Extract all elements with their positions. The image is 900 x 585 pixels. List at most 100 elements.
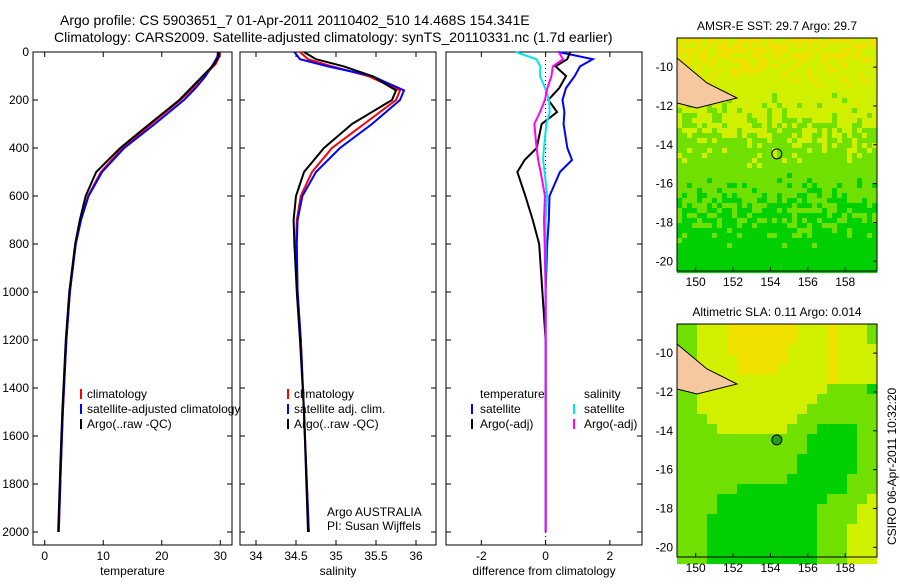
map-cell [697,73,702,78]
map-cell [727,193,732,198]
map-cell [692,213,697,218]
map-cell [777,93,782,98]
map-cell [777,98,782,103]
legend-label: satellite adj. clim. [294,402,385,416]
map-cell [697,163,702,168]
map-cell [742,98,747,103]
map-cell [807,58,812,63]
map-cell [867,534,877,544]
map-cell [782,263,787,268]
map-cell [817,43,822,48]
map-cell [782,48,787,53]
map-cell [727,424,737,434]
map-cell [857,524,867,534]
legend-label: climatology [294,387,354,401]
map-cell [752,233,757,238]
map-cell [722,253,727,258]
map-cell [707,108,712,113]
x-tick-label: 0 [41,549,48,563]
map-cell [777,238,782,243]
map-cell [787,208,792,213]
map-cell [712,43,717,48]
map-cell [722,108,727,113]
map-cell [837,218,842,223]
map-cell [822,123,827,128]
map-cell [697,494,707,504]
map-cell [712,253,717,258]
map-cell [797,203,802,208]
map-cell [797,228,802,233]
map-cell [712,198,717,203]
map-cell [762,243,767,248]
map-cell [757,218,762,223]
map-cell [787,424,797,434]
map-cell [707,128,712,133]
map-cell [767,108,772,113]
map-cell [807,404,817,414]
map-cell [812,198,817,203]
map-cell [692,68,697,73]
map-cell [737,108,742,113]
map-cell [862,78,867,83]
map-cell [732,98,737,103]
map-cell [797,83,802,88]
map-cell [812,208,817,213]
map-cell [842,103,847,108]
map-cell [837,253,842,258]
map-cell [847,218,852,223]
map-cell [752,58,757,63]
map-cell [677,108,682,113]
map-cell [767,148,772,153]
map-cell [707,238,712,243]
map-cell [717,484,727,494]
map-cell [717,133,722,138]
map-cell [747,354,757,364]
map-cell [867,334,877,344]
map-cell [802,128,807,133]
map-cell [792,153,797,158]
map-cell [797,183,802,188]
map-cell [797,464,807,474]
map-cell [727,464,737,474]
map-cell [792,38,797,43]
map-cell [742,63,747,68]
map-cell [777,243,782,248]
map-cell [697,193,702,198]
map-cell [777,118,782,123]
map-cell [847,128,852,133]
map-cell [852,258,857,263]
map-cell [827,183,832,188]
map-cell [792,73,797,78]
map-cell [712,118,717,123]
series-line-salinity-argo-adj- [533,51,565,532]
y-tick-label: -12 [656,385,674,399]
map-cell [792,108,797,113]
map-cell [867,193,872,198]
map-cell [737,554,747,564]
map-cell [757,188,762,193]
map-cell [792,143,797,148]
map-cell [857,394,867,404]
map-cell [777,414,787,424]
map-cell [727,148,732,153]
map-cell [702,173,707,178]
map-cell [752,38,757,43]
map-cell [867,228,872,233]
map-cell [837,424,847,434]
map-cell [802,88,807,93]
map-cell [702,133,707,138]
map-cell [817,228,822,233]
map-cell [752,198,757,203]
map-cell [842,63,847,68]
map-cell [737,263,742,268]
map-cell [792,233,797,238]
map-cell [857,93,862,98]
map-cell [687,183,692,188]
map-cell [677,223,682,228]
map-cell [687,173,692,178]
map-cell [677,424,687,434]
map-cell [697,68,702,73]
map-cell [822,63,827,68]
map-cell [677,193,682,198]
